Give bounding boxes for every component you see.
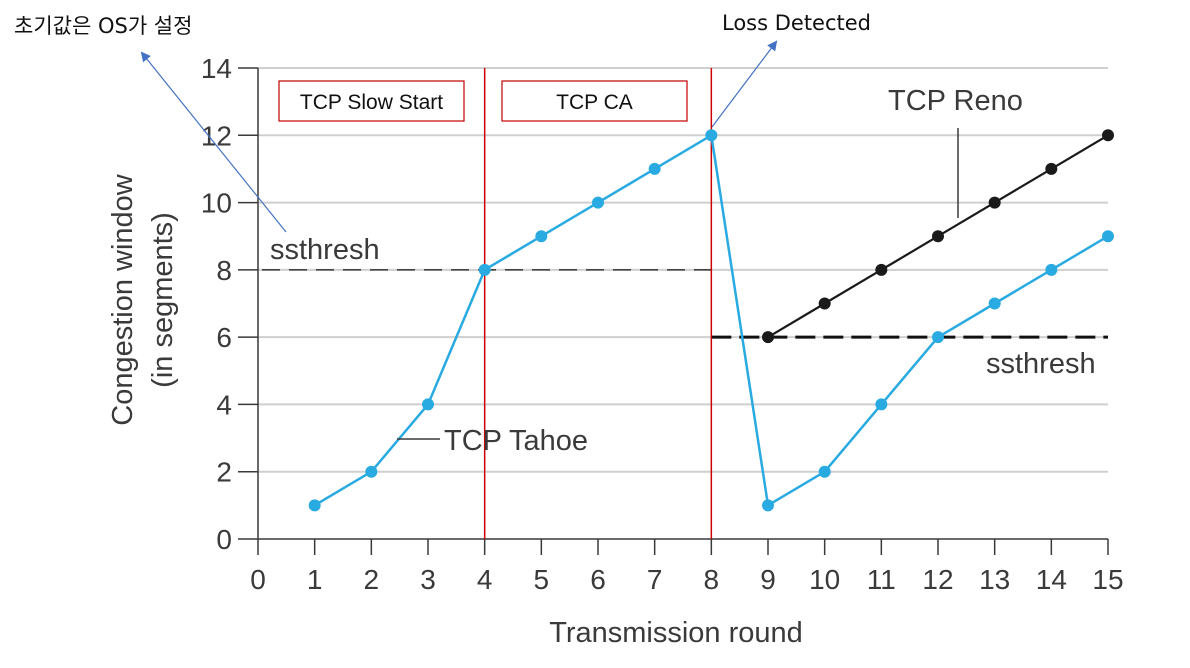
tcp-reno-point-12 — [932, 230, 944, 243]
tcp-tahoe-point-11 — [875, 398, 888, 411]
y-tick-label-2: 2 — [216, 457, 232, 488]
threshold-layer — [262, 269, 1108, 339]
congestion-avoidance-box — [501, 80, 688, 122]
ssthresh-label-lower: ssthresh — [986, 348, 1096, 380]
phase-divider-layer — [483, 68, 713, 539]
x-tick-label-0: 0 — [250, 564, 266, 595]
tcp-tahoe-point-7 — [648, 162, 661, 175]
tcp-reno-point-15 — [1102, 129, 1114, 142]
x-tick-label-2: 2 — [364, 564, 380, 595]
tcp-reno-point-9 — [762, 331, 774, 344]
tcp-tahoe-point-1 — [308, 499, 321, 512]
y-tick-label-0: 0 — [216, 524, 232, 555]
x-tick-label-15: 15 — [1092, 564, 1123, 595]
y-tick-label-4: 4 — [216, 389, 232, 420]
x-tick-label-12: 12 — [922, 564, 953, 595]
x-tick-label-5: 5 — [534, 564, 550, 595]
x-tick-label-1: 1 — [307, 564, 323, 595]
tcp-tahoe-point-8 — [705, 129, 718, 142]
x-tick-label-10: 10 — [809, 564, 840, 595]
slow-start-box-label: TCP Slow Start — [300, 91, 443, 114]
x-tick-label-4: 4 — [477, 564, 493, 595]
x-tick-label-7: 7 — [647, 564, 663, 595]
tcp-tahoe-point-12 — [932, 331, 944, 344]
tcp-tahoe-label: TCP Tahoe — [444, 425, 588, 457]
tcp-tahoe-point-6 — [592, 196, 604, 209]
y-axis-title-line1: Congestion window — [107, 173, 139, 426]
initial-value-annotation: 초기값은 OS가 설정 — [14, 14, 192, 38]
y-tick-label-8: 8 — [216, 255, 232, 286]
tcp-reno-point-10 — [818, 297, 831, 310]
y-axis-title-line2: (in segments) — [147, 212, 179, 388]
y-tick-label-6: 6 — [216, 322, 232, 353]
x-tick-label-6: 6 — [590, 564, 606, 595]
x-axis-title: Transmission round — [549, 617, 803, 649]
initial-value-arrow — [140, 51, 287, 233]
x-tick-label-13: 13 — [979, 564, 1010, 595]
loss-detected-annotation: Loss Detected — [722, 11, 871, 35]
tcp-tahoe-point-2 — [365, 465, 378, 478]
tcp-reno-label: TCP Reno — [888, 85, 1023, 117]
congestion-avoidance-box-label: TCP CA — [556, 91, 633, 114]
loss-detected-arrow — [711, 40, 778, 128]
tcp-tahoe-point-5 — [535, 230, 548, 243]
tcp-tahoe-point-13 — [988, 297, 1001, 310]
y-tick-label-14: 14 — [201, 53, 232, 84]
tcp-tahoe-point-15 — [1102, 230, 1114, 243]
tcp-tahoe-point-14 — [1045, 263, 1058, 276]
ssthresh-label-upper: ssthresh — [270, 234, 380, 266]
y-tick-label-10: 10 — [201, 188, 232, 219]
x-tick-label-14: 14 — [1036, 564, 1067, 595]
slow-start-box — [278, 80, 465, 122]
x-tick-label-3: 3 — [420, 564, 436, 595]
tcp-tahoe-point-3 — [422, 398, 434, 411]
tcp-tahoe-point-4 — [478, 263, 491, 276]
y-tick-label-12: 12 — [201, 120, 232, 151]
x-tick-label-11: 11 — [867, 564, 896, 595]
tcp-reno-point-14 — [1045, 162, 1058, 175]
tcp-tahoe-point-10 — [818, 465, 831, 478]
series-layer — [308, 129, 1114, 512]
tcp-reno-point-11 — [875, 263, 888, 276]
x-tick-label-9: 9 — [760, 564, 776, 595]
x-tick-label-8: 8 — [704, 564, 720, 595]
tcp-reno-point-13 — [988, 196, 1001, 209]
tcp-tahoe-point-9 — [762, 499, 774, 512]
